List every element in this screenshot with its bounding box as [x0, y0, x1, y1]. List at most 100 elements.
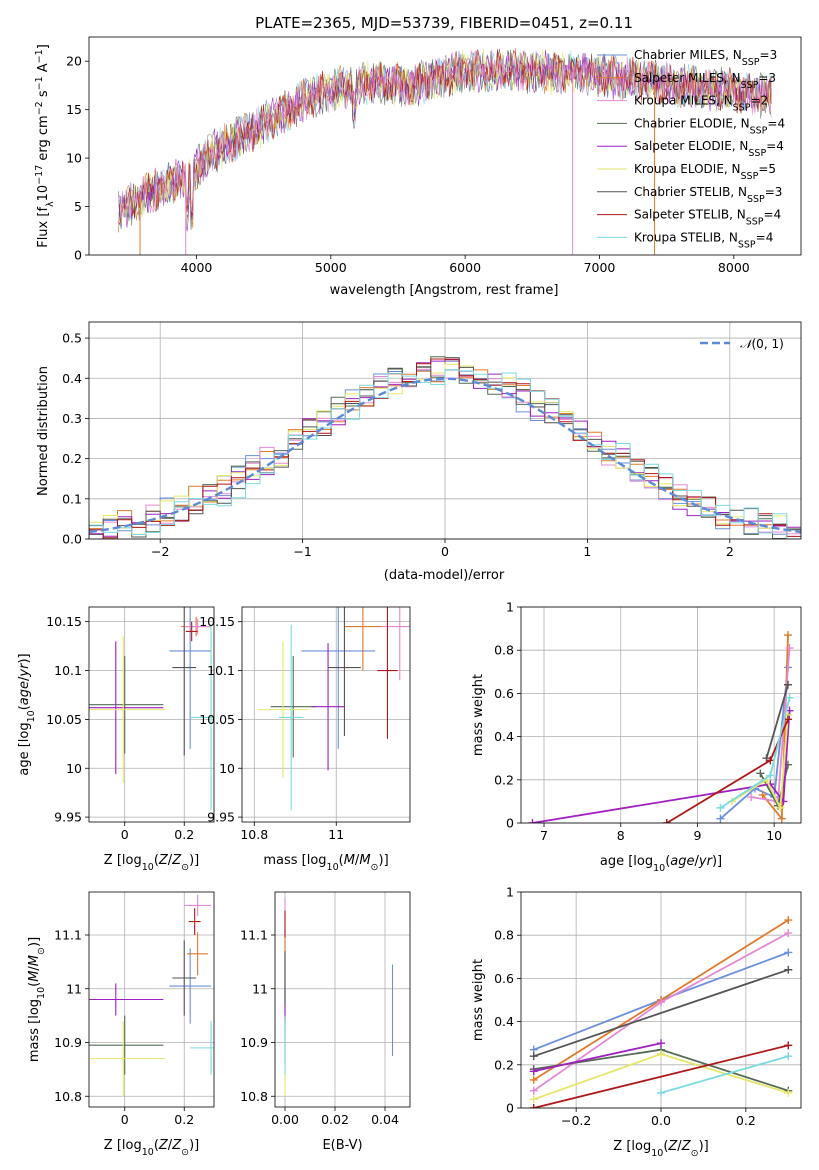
weight-series-line: [660, 1055, 789, 1094]
y-axis-label-part: age: [17, 681, 32, 705]
legend-label-part: SSP: [741, 171, 759, 182]
y-tick-label: 9.95: [207, 810, 235, 825]
x-axis-label-part: Z: [667, 1139, 678, 1154]
errorbar-point: [187, 932, 209, 976]
legend-label-part: Salpeter MILES, N: [634, 71, 741, 85]
legend-label-part: =4: [764, 208, 782, 222]
y-tick-label: 0.2: [494, 772, 514, 787]
legend-label-part: SSP: [746, 216, 764, 227]
y-tick-label: 0: [506, 1101, 514, 1116]
x-axis-label-part: /: [677, 1139, 682, 1154]
legend-label-part: 𝒩: [740, 337, 755, 351]
x-axis-label-part: /: [695, 854, 700, 869]
weight-marker: [529, 1067, 538, 1076]
weight-marker: [657, 998, 665, 1007]
x-axis-label-part: Z [log: [104, 853, 142, 868]
weight-marker: [716, 803, 725, 812]
y-tick-label: 1: [506, 600, 514, 615]
y-tick-label: 0.0: [62, 532, 82, 547]
x-tick-label: 0.2: [736, 1113, 756, 1128]
errorbar-point: [89, 641, 164, 775]
legend-label: Chabrier ELODIE, NSSP=4: [634, 116, 785, 135]
y-axis-label-part: /: [17, 676, 32, 681]
legend-label-part: =4: [766, 139, 784, 153]
weight-marker: [529, 1086, 538, 1095]
errorbar-point: [89, 1021, 165, 1097]
gaussian-reference-curve: [89, 377, 801, 534]
grid: [89, 607, 214, 822]
weight-marker: [784, 1052, 793, 1061]
weight-marker: [756, 769, 765, 778]
y-axis-label-part: (: [17, 705, 32, 710]
x-axis-label-part: )]: [712, 854, 722, 869]
errorbar-point: [190, 624, 214, 811]
legend-label-part: =4: [756, 230, 774, 244]
x-axis-label-part: M: [344, 853, 355, 868]
x-tick-label: 6000: [449, 260, 481, 275]
y-tick-label: 10: [66, 151, 82, 166]
y-axis-label-part: M: [27, 955, 42, 966]
legend-label-part: Kroupa ELODIE, N: [634, 162, 741, 176]
y-axis-label: Normed distribution: [36, 366, 51, 496]
y-axis-label-part: 10: [36, 987, 47, 999]
errorbar-point: [89, 655, 164, 754]
x-axis-label-part: 10: [653, 863, 665, 874]
y-tick-label: 10.8: [240, 1089, 268, 1104]
y-axis-label-part: ⊙: [36, 947, 47, 955]
weight-marker: [662, 819, 671, 823]
x-tick-label: 4000: [181, 260, 213, 275]
y-axis-label-part: λ: [45, 201, 56, 207]
errorbar-point: [89, 983, 164, 1016]
x-tick-label: 10.8: [240, 827, 268, 842]
legend-label: Salpeter ELODIE, NSSP=4: [634, 139, 784, 159]
y-tick-label: 0.6: [494, 971, 514, 986]
plot-area: [118, 47, 772, 255]
legend-label-part: =3: [765, 185, 783, 199]
y-axis-label-part: (: [27, 982, 42, 987]
x-axis-label-part: (: [154, 1138, 159, 1153]
legend-label-part: SSP: [742, 57, 760, 68]
errorbar-point: [184, 894, 212, 917]
weight-marker: [529, 1075, 538, 1084]
errorbar-point: [190, 1021, 214, 1075]
x-tick-label: 0.02: [321, 1112, 349, 1127]
y-tick-label: 10.15: [199, 614, 235, 629]
legend-label-part: Chabrier MILES, N: [634, 48, 742, 62]
x-tick-label: 10: [766, 828, 782, 843]
x-axis-label-part: 10: [142, 1147, 154, 1158]
legend-label-part: SSP: [748, 148, 766, 159]
x-tick-label: 0.0: [651, 1113, 671, 1128]
weight-series-line: [533, 1044, 789, 1108]
legend-label: Chabrier MILES, NSSP=3: [634, 48, 777, 68]
axes-frame: [88, 606, 215, 823]
y-tick-label: 10.05: [46, 712, 82, 727]
legend-label-part: =5: [758, 162, 776, 176]
plot-area: [89, 607, 214, 811]
errorbar-point: [172, 940, 197, 1016]
x-axis-label-part: )]: [379, 853, 389, 868]
weight-marker: [783, 631, 792, 640]
axes-frame: [274, 891, 411, 1108]
errorbar-point: [188, 908, 201, 935]
x-tick-label: 1: [583, 544, 591, 559]
legend-label-part: SSP: [738, 239, 756, 250]
y-axis-label-part: −1: [34, 49, 45, 63]
axes-frame: [88, 36, 802, 256]
x-axis-label-part: Z [log: [613, 1139, 651, 1154]
x-tick-label: 2: [726, 544, 734, 559]
x-axis-label-part: E(B-V): [322, 1138, 362, 1153]
legend-label-part: SSP: [741, 79, 759, 90]
y-tick-label: 0: [506, 816, 514, 831]
x-axis-label-part: Z [log: [104, 1138, 142, 1153]
errorbar-point: [344, 607, 382, 671]
y-tick-label: 9.95: [54, 810, 82, 825]
x-axis-label-part: Z: [158, 1138, 169, 1153]
x-axis-label-part: age [log: [600, 854, 653, 869]
x-tick-label: 7000: [584, 260, 616, 275]
axes-frame: [88, 321, 802, 540]
x-axis-label-part: )]: [189, 1138, 199, 1153]
x-tick-label: −1: [293, 544, 311, 559]
